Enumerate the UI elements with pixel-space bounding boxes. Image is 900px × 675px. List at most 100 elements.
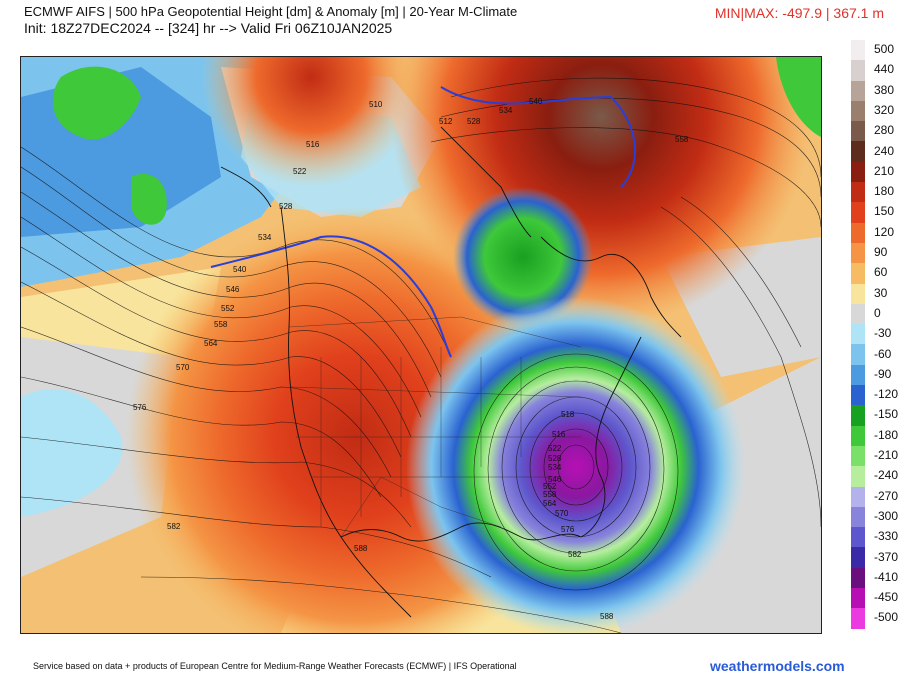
anomaly-colorbar [851,40,865,629]
contour-label: 576 [561,525,575,534]
colorbar-label: 280 [874,123,895,138]
contour-label: 564 [204,339,218,348]
colorbar-label: 240 [874,143,895,158]
colorbar-swatch [851,324,865,345]
contour-label: 570 [176,363,190,372]
colorbar-swatch [851,385,865,406]
contour-label: 582 [167,522,181,531]
contour-label: 558 [675,135,689,144]
colorbar-swatch [851,466,865,487]
colorbar-swatch [851,141,865,162]
colorbar-label: -500 [874,610,899,625]
colorbar-label: 440 [874,62,895,77]
colorbar-swatch [851,567,865,589]
contour-label: 558 [543,490,557,499]
colorbar-label: -410 [874,569,899,584]
southeast-low [21,57,821,633]
contour-label: 588 [600,612,614,621]
colorbar-swatch [851,445,865,467]
colorbar-swatch [851,608,865,629]
colorbar-swatch [851,182,865,203]
colorbar-swatch [851,202,865,223]
contour-label: 582 [568,550,582,559]
contour-label: 522 [548,444,562,453]
contour-label: 518 [561,410,575,419]
colorbar-swatch [851,425,865,446]
contour-label: 558 [214,320,228,329]
colorbar-label: -270 [874,488,899,503]
colorbar-label: 30 [874,285,888,300]
brand-link[interactable]: weathermodels.com [710,658,845,674]
contour-label: 510 [369,100,383,109]
colorbar-swatch [851,263,865,284]
anomaly-map: 510 516 522 528 534 540 546 552 558 564 … [20,56,822,634]
colorbar-label: 120 [874,224,895,239]
contour-labels: 510 516 522 528 534 540 546 552 558 564 … [133,97,689,621]
contour-label: 516 [552,430,566,439]
colorbar-label: -150 [874,407,899,422]
colorbar-label: 180 [874,184,895,199]
colorbar-label: -300 [874,508,899,523]
colorbar-swatch [851,121,865,142]
contour-label: 570 [555,509,569,518]
colorbar-label: -90 [874,366,892,381]
colorbar-swatch [851,364,865,386]
contour-label: 534 [499,106,513,115]
colorbar-label: -120 [874,387,899,402]
colorbar-label: 90 [874,245,888,259]
chart-title: ECMWF AIFS | 500 hPa Geopotential Height… [24,4,518,19]
colorbar-swatch [851,547,865,568]
colorbar-swatch [851,303,865,325]
contour-label: 552 [221,304,235,313]
colorbar-label: -450 [874,590,899,605]
colorbar-swatch [851,588,865,609]
colorbar-label: 500 [874,42,895,56]
contour-label: 512 [439,117,453,126]
colorbar-label: 0 [874,305,881,320]
contour-label: 576 [133,403,147,412]
contour-540-blue [210,86,636,358]
colorbar-label: -240 [874,468,899,483]
colorbar-swatch [851,222,865,243]
colorbar-swatch [851,344,865,365]
contour-label: 534 [548,463,562,472]
coastlines [220,126,682,618]
colorbar-swatch [851,506,865,528]
colorbar-label: -210 [874,448,899,462]
colorbar-label: -60 [874,346,892,361]
colorbar-swatch [851,527,865,548]
contour-label: 540 [529,97,543,106]
contour-label: 528 [467,117,481,126]
init-valid-time: Init: 18Z27DEC2024 -- [324] hr --> Valid… [24,20,393,36]
colorbar-label: -370 [874,549,899,564]
contour-label: 552 [543,482,557,491]
colorbar-label: -30 [874,326,892,341]
contour-label: 546 [548,475,562,484]
colorbar-swatch [851,80,865,101]
data-credit: Service based on data + products of Euro… [33,661,517,671]
borders [288,316,582,538]
colorbar-label: 210 [874,163,895,178]
colorbar-swatch [851,242,865,264]
colorbar-label: -180 [874,427,899,442]
colorbar-label: -330 [874,529,899,544]
colorbar-swatch [851,405,865,426]
colorbar-swatch [851,40,865,61]
colorbar-swatch [851,60,865,81]
contour-label: 588 [354,544,368,553]
contour-label: 522 [293,167,307,176]
contour-label: 516 [306,140,320,149]
contour-label: 528 [548,454,562,463]
contour-label: 540 [233,265,247,274]
colorbar-label: 380 [874,82,895,97]
colorbar-label: 150 [874,204,895,219]
contour-label: 534 [258,233,272,242]
colorbar-swatch [851,161,865,183]
colorbar-label: 60 [874,265,888,280]
colorbar-label: 320 [874,102,895,117]
contour-label: 564 [543,499,557,508]
colorbar-swatch [851,100,865,122]
contour-label: 546 [226,285,240,294]
colorbar-swatch [851,283,865,304]
contour-label: 528 [279,202,293,211]
